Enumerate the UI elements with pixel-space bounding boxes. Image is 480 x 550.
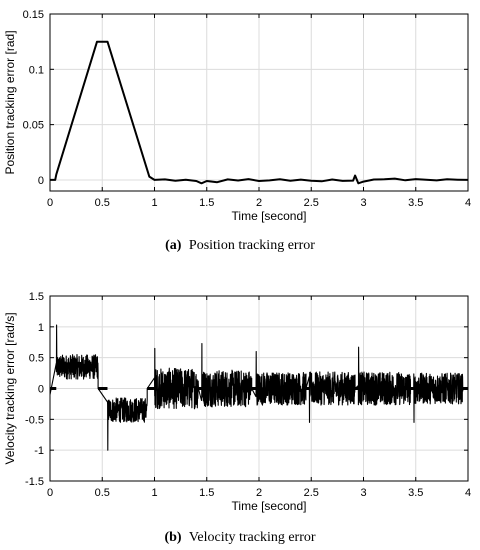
chart-b-x-tick-label: 1 bbox=[151, 487, 157, 499]
chart-b-x-tick-label: 2.5 bbox=[304, 487, 319, 499]
chart-a-caption: (a) Position tracking error bbox=[165, 238, 315, 253]
chart-a-x-tick-label: 0.5 bbox=[95, 197, 110, 209]
chart-a-x-tick-label: 1.5 bbox=[199, 197, 214, 209]
chart-b-x-tick-label: 0.5 bbox=[95, 487, 110, 499]
chart-b-caption-letter: (b) bbox=[164, 530, 181, 545]
chart-a-x-tick-labels: 0 0.5 1 1.5 2 2.5 3 3.5 4 bbox=[47, 197, 471, 209]
chart-b-x-axis-label: Time [second] bbox=[232, 499, 307, 513]
chart-a-caption-text: Position tracking error bbox=[189, 238, 315, 253]
chart-b-caption-text: Velocity tracking error bbox=[189, 530, 316, 545]
chart-b-x-tick-label: 4 bbox=[465, 487, 471, 499]
chart-b-caption: (b) Velocity tracking error bbox=[164, 530, 315, 545]
chart-b-y-tick-label: 0.5 bbox=[29, 353, 44, 365]
chart-a-y-tick-label: 0.1 bbox=[29, 64, 44, 76]
chart-b-series-line bbox=[49, 324, 464, 451]
chart-b-x-tick-labels: 0 0.5 1 1.5 2 2.5 3 3.5 4 bbox=[47, 487, 471, 499]
chart-a-y-tick-label: 0.15 bbox=[23, 9, 44, 21]
chart-a-x-axis-label: Time [second] bbox=[232, 209, 307, 223]
chart-a-x-tick-label: 2 bbox=[256, 197, 262, 209]
chart-b-x-tick-label: 1.5 bbox=[199, 487, 214, 499]
chart-a-y-axis-label: Position tracking error [rad] bbox=[3, 30, 17, 174]
chart-b-x-tick-label: 3.5 bbox=[408, 487, 423, 499]
chart-a-x-tick-label: 0 bbox=[47, 197, 53, 209]
chart-b-y-tick-label: -1.5 bbox=[25, 476, 44, 488]
chart-a: 0 0.5 1 1.5 2 2.5 3 3.5 4 0 0.05 0.1 0.15 Time [sec… bbox=[3, 9, 471, 253]
chart-a-y-tick-labels: 0 0.05 0.1 0.15 bbox=[23, 9, 44, 187]
chart-a-x-tick-label: 1 bbox=[151, 197, 157, 209]
chart-b-y-tick-label: -0.5 bbox=[25, 414, 44, 426]
chart-a-y-tick-label: 0.05 bbox=[23, 120, 44, 132]
chart-b-y-tick-label: 1.5 bbox=[29, 291, 44, 303]
chart-a-y-tick-label: 0 bbox=[38, 175, 44, 187]
chart-a-series-line bbox=[50, 40, 469, 185]
chart-b: 0 0.5 1 1.5 2 2.5 3 3.5 4 -1.5 -1 -0.5 0 0.5 1 1.5 Tim… bbox=[3, 291, 471, 545]
chart-b-y-axis-label: Velocity tracking error [rad/s] bbox=[3, 312, 17, 464]
chart-a-x-tick-label: 3.5 bbox=[408, 197, 423, 209]
chart-b-y-tick-labels: -1.5 -1 -0.5 0 0.5 1 1.5 bbox=[25, 291, 44, 488]
chart-b-x-tick-label: 3 bbox=[360, 487, 366, 499]
chart-b-y-tick-label: -1 bbox=[34, 445, 44, 457]
chart-a-x-tick-label: 3 bbox=[360, 197, 366, 209]
chart-b-x-tick-label: 2 bbox=[256, 487, 262, 499]
chart-a-x-tick-label: 2.5 bbox=[304, 197, 319, 209]
chart-b-x-tick-label: 0 bbox=[47, 487, 53, 499]
chart-b-ticks bbox=[49, 295, 469, 482]
chart-a-ticks bbox=[49, 13, 469, 191]
chart-a-x-tick-label: 4 bbox=[465, 197, 471, 209]
chart-b-y-tick-label: 1 bbox=[38, 322, 44, 334]
chart-b-y-tick-label: 0 bbox=[38, 384, 44, 396]
chart-a-caption-letter: (a) bbox=[165, 238, 182, 253]
chart-a-grid bbox=[50, 13, 468, 191]
